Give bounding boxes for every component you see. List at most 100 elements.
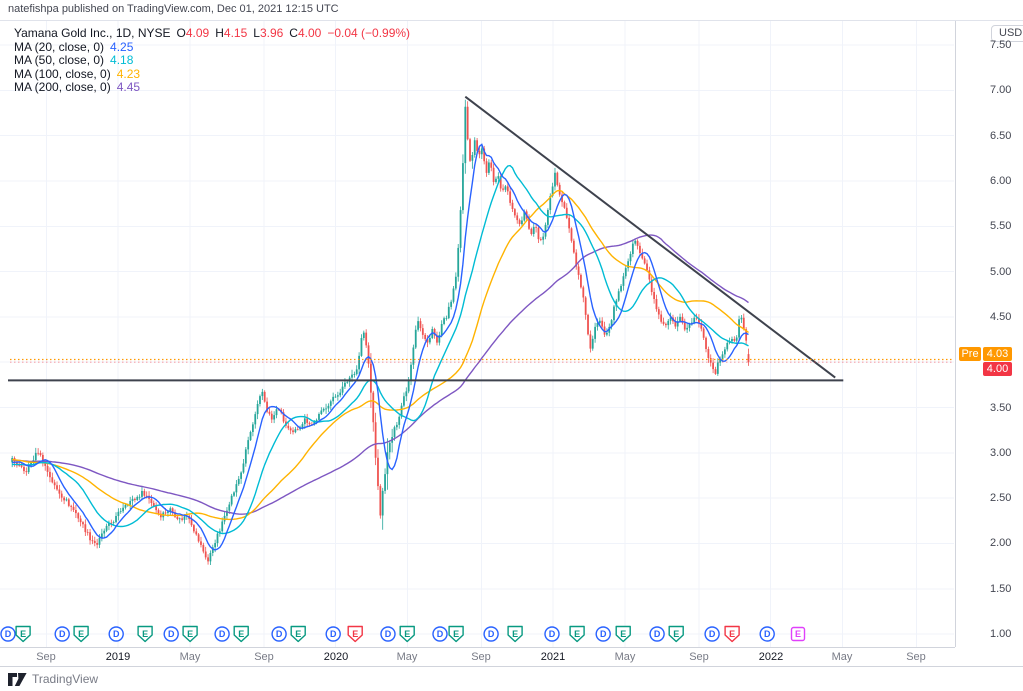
earnings-badge[interactable]: E	[507, 625, 523, 643]
time-tick-Sep: Sep	[36, 651, 56, 663]
dividend-badge[interactable]: D	[483, 626, 499, 642]
ma-legend-row-50[interactable]: MA (50, close, 0) 4.18	[14, 54, 410, 67]
svg-text:D: D	[276, 629, 283, 639]
svg-text:E: E	[187, 629, 193, 639]
ma-legend-row-100[interactable]: MA (100, close, 0) 4.23	[14, 66, 410, 81]
svg-text:D: D	[764, 629, 771, 639]
dividend-badge[interactable]: D	[544, 626, 560, 642]
svg-text:E: E	[404, 629, 410, 639]
time-tick-2021: 2021	[540, 651, 566, 663]
ma-200-line[interactable]	[12, 234, 749, 515]
svg-text:D: D	[59, 629, 66, 639]
dividend-badge[interactable]: D	[704, 626, 720, 642]
ma-value: 4.18	[110, 53, 134, 67]
ma-label: MA (20, close, 0)	[14, 39, 105, 54]
time-tick-May: May	[831, 651, 853, 663]
time-tick-2019: 2019	[105, 651, 131, 663]
dividend-badge[interactable]: D	[163, 626, 179, 642]
earnings-badge[interactable]: E	[15, 625, 31, 643]
earnings-badge[interactable]: E	[668, 625, 684, 643]
ohlc-label-O: O	[176, 26, 186, 40]
dividend-badge[interactable]: D	[214, 626, 230, 642]
publish-header: natefishpa published on TradingView.com,…	[0, 0, 1023, 21]
axis-corner	[955, 647, 1023, 665]
descending-trendline[interactable]	[464, 95, 836, 379]
grid	[0, 20, 954, 647]
symbol-legend-row[interactable]: Yamana Gold Inc., 1D, NYSE O4.09 H4.15 L3.9…	[14, 27, 410, 40]
dividend-badge[interactable]: D	[649, 626, 665, 642]
ma-label: MA (200, close, 0)	[14, 80, 111, 94]
earnings-badge[interactable]: E	[290, 625, 306, 643]
ohlc-value-C: 4.00	[297, 26, 322, 40]
price-tick-2.00: 2.00	[990, 537, 1012, 549]
price-tick-7.50: 7.50	[990, 39, 1012, 51]
price-tick-1.00: 1.00	[990, 628, 1012, 640]
ma-100-line[interactable]	[12, 189, 749, 521]
ma-value: 4.23	[116, 66, 141, 81]
earnings-badge[interactable]: E	[399, 625, 415, 643]
earnings-badge[interactable]: E	[137, 625, 153, 643]
ma-20-line[interactable]	[12, 143, 749, 551]
tradingview-logo-text: TradingView	[32, 672, 99, 686]
svg-text:E: E	[142, 629, 148, 639]
svg-text:E: E	[512, 629, 518, 639]
time-tick-Sep: Sep	[471, 651, 491, 663]
price-tick-3.00: 3.00	[990, 447, 1012, 459]
ohlc-values: O4.09 H4.15 L3.96 C4.00	[171, 26, 322, 40]
svg-text:D: D	[600, 629, 607, 639]
svg-text:D: D	[437, 629, 444, 639]
earnings-badge[interactable]: E	[448, 625, 464, 643]
ohlc-label-H: H	[215, 26, 224, 40]
dividend-badge[interactable]: D	[271, 626, 287, 642]
time-tick-2020: 2020	[323, 651, 349, 663]
dividend-badge[interactable]: D	[325, 626, 341, 642]
dividend-badge[interactable]: D	[0, 626, 16, 642]
ma-legend-row-20[interactable]: MA (20, close, 0) 4.25	[14, 39, 410, 54]
ma-legend-row-200[interactable]: MA (200, close, 0) 4.45	[14, 81, 410, 94]
ma-value: 4.45	[116, 80, 141, 94]
ohlc-value-L: 3.96	[259, 26, 284, 40]
time-axis[interactable]: Sep 2019 May Sep 2020 May Sep 2021 May Sep 2022 May…	[0, 647, 1023, 667]
svg-text:E: E	[729, 629, 735, 639]
earnings-badge[interactable]: E	[233, 625, 249, 643]
dividend-badge[interactable]: D	[759, 626, 775, 642]
earnings-badge[interactable]: E	[73, 625, 89, 643]
ohlc-value-H: 4.15	[223, 26, 248, 40]
earnings-badge[interactable]: E	[569, 625, 585, 643]
earnings-badge[interactable]: E	[790, 626, 806, 642]
currency-badge[interactable]: USD	[991, 25, 1023, 42]
earnings-badge[interactable]: E	[724, 625, 740, 643]
dividend-badge[interactable]: D	[432, 626, 448, 642]
svg-text:D: D	[488, 629, 495, 639]
dividend-badge[interactable]: D	[54, 626, 70, 642]
earnings-badge[interactable]: E	[615, 625, 631, 643]
svg-text:D: D	[330, 629, 337, 639]
price-tick-6.50: 6.50	[990, 130, 1012, 142]
tradingview-watermark[interactable]: TradingView	[8, 671, 98, 687]
chart-legend: Yamana Gold Inc., 1D, NYSE O4.09 H4.15 L3.9…	[14, 27, 410, 95]
svg-text:D: D	[709, 629, 716, 639]
ma-legend-rows: MA (20, close, 0) 4.25 MA (50, close, 0) 4.…	[14, 39, 410, 95]
ohlc-value-O: 4.09	[185, 26, 210, 40]
svg-text:D: D	[549, 629, 556, 639]
dividend-badge[interactable]: D	[108, 626, 124, 642]
time-tick-May: May	[614, 651, 636, 663]
ma-value: 4.25	[110, 39, 134, 54]
ohlc-label-L: L	[253, 26, 260, 40]
earnings-badge[interactable]: E	[182, 625, 198, 643]
dividend-badge[interactable]: D	[380, 626, 396, 642]
ma-label: MA (50, close, 0)	[14, 53, 105, 67]
svg-text:E: E	[20, 629, 26, 639]
pre-market-price-badge: 4.03	[983, 347, 1012, 361]
price-tick-2.50: 2.50	[990, 492, 1012, 504]
price-tick-1.50: 1.50	[990, 583, 1012, 595]
price-axis[interactable]: USD 7.50 7.00 6.50 6.00 5.50 5.00 4.50 3.50 3.00…	[955, 20, 1023, 665]
tradingview-logo-icon	[8, 672, 27, 686]
svg-text:D: D	[654, 629, 661, 639]
earnings-badge[interactable]: E	[347, 625, 363, 643]
dividend-badge[interactable]: D	[595, 626, 611, 642]
ma-50-line[interactable]	[12, 164, 749, 535]
ma-label: MA (100, close, 0)	[14, 66, 111, 81]
